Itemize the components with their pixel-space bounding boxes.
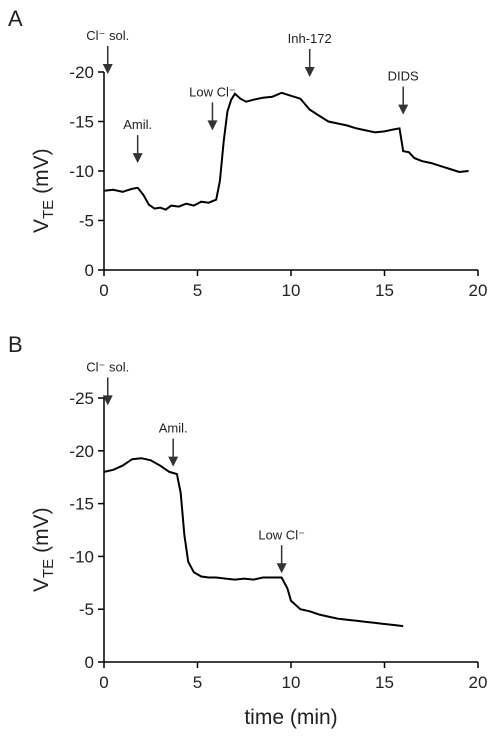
panel-label: B bbox=[8, 332, 23, 357]
y-label-symbol: V bbox=[30, 219, 53, 233]
y-tick-label: 0 bbox=[85, 261, 94, 280]
x-tick-label: 15 bbox=[375, 673, 394, 692]
y-axis-label: VTE (mV) bbox=[30, 148, 57, 233]
x-tick-label: 5 bbox=[193, 673, 202, 692]
y-tick-label: -15 bbox=[69, 495, 94, 514]
y-tick-label: -20 bbox=[69, 63, 94, 82]
arrow-head bbox=[276, 563, 287, 574]
x-tick-label: 20 bbox=[469, 281, 488, 300]
y-tick-label: -5 bbox=[79, 600, 94, 619]
y-tick-label: -25 bbox=[69, 389, 94, 408]
x-tick-label: 20 bbox=[469, 673, 488, 692]
annotation-label: Amil. bbox=[159, 421, 188, 436]
y-tick-label: -20 bbox=[69, 442, 94, 461]
annotation-label: Cl⁻ sol. bbox=[86, 359, 129, 374]
y-label-unit: (mV) bbox=[30, 148, 53, 194]
arrow-head bbox=[304, 66, 315, 77]
data-line bbox=[103, 91, 469, 211]
annotation-label: Cl⁻ sol. bbox=[86, 28, 129, 43]
x-tick-label: 0 bbox=[99, 673, 108, 692]
annotation-label: Inh-172 bbox=[288, 31, 332, 46]
y-tick-label: -5 bbox=[79, 212, 94, 231]
arrow-head bbox=[207, 120, 218, 131]
annotation-label: Low Cl⁻ bbox=[189, 84, 236, 99]
y-axis-label: VTE (mV) bbox=[30, 507, 57, 592]
annotation-label: DIDS bbox=[388, 69, 419, 84]
y-label-subscript: TE bbox=[40, 200, 57, 219]
x-tick-label: 15 bbox=[375, 281, 394, 300]
y-label-symbol: V bbox=[30, 578, 53, 592]
y-label-unit: (mV) bbox=[30, 507, 53, 553]
x-tick-label: 5 bbox=[193, 281, 202, 300]
annotation-label: Amil. bbox=[123, 117, 152, 132]
x-tick-label: 10 bbox=[282, 281, 301, 300]
arrow-head bbox=[102, 395, 113, 406]
y-label-subscript: TE bbox=[40, 559, 57, 578]
y-tick-label: 0 bbox=[85, 653, 94, 672]
x-tick-label: 0 bbox=[99, 281, 108, 300]
arrow-head bbox=[168, 456, 179, 467]
arrow-head bbox=[398, 104, 409, 115]
x-axis-label: time (min) bbox=[244, 706, 337, 729]
arrow-head bbox=[102, 63, 113, 74]
arrow-head bbox=[132, 153, 143, 164]
panel-label: A bbox=[8, 6, 23, 31]
y-tick-label: -15 bbox=[69, 113, 94, 132]
x-tick-label: 10 bbox=[282, 673, 301, 692]
y-tick-label: -10 bbox=[69, 162, 94, 181]
y-tick-label: -10 bbox=[69, 547, 94, 566]
data-line bbox=[103, 457, 404, 628]
annotation-label: Low Cl⁻ bbox=[258, 527, 305, 542]
